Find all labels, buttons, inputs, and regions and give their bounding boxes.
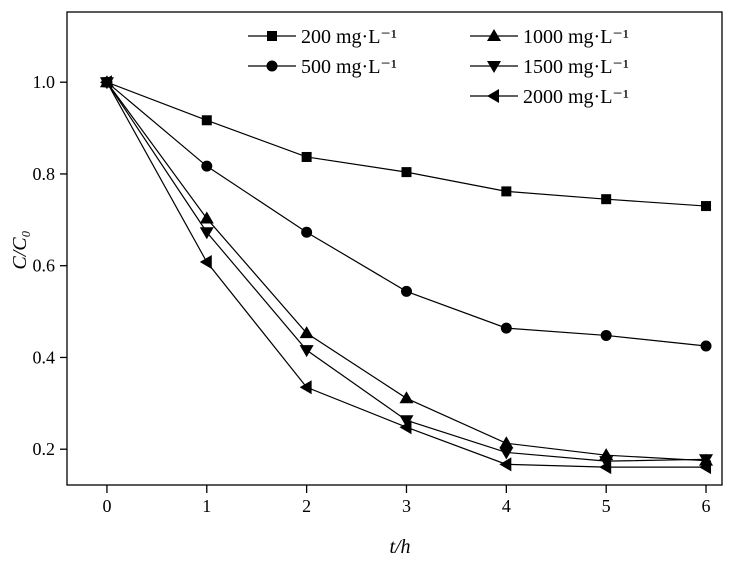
series-circle [101,76,712,352]
x-tick-label: 2 [302,496,311,516]
y-tick-label: 0.4 [33,347,56,367]
x-tick-label: 4 [502,496,511,516]
marker-triangle-left [99,75,112,90]
legend-item: 1500 mg·L⁻¹ [470,56,629,78]
marker-triangle-down [399,415,414,428]
marker-triangle-left [399,420,412,435]
legend-item: 500 mg·L⁻¹ [248,56,397,78]
marker-triangle-down [699,454,714,467]
x-tick-label: 3 [402,496,411,516]
legend-label: 2000 mg·L⁻¹ [523,86,629,108]
series-line [106,81,707,462]
legend: 200 mg·L⁻¹ 500 mg·L⁻¹ 1000 mg·L⁻¹ 1500 mg·L… [248,26,629,108]
marker-circle [301,226,313,238]
series-triangle-left [99,75,712,475]
legend-item: 2000 mg·L⁻¹ [470,86,629,108]
marker-triangle-up [499,436,514,449]
marker-triangle-left [487,89,499,103]
series-line [106,81,707,462]
y-tick-label: 0.2 [33,439,56,459]
marker-triangle-left [599,460,612,475]
marker-triangle-up [299,326,314,339]
marker-square [401,167,412,178]
x-tick-label: 6 [702,496,711,516]
series-triangle-down [99,77,714,469]
y-tick-label: 1.0 [33,72,56,92]
legend-label: 1000 mg·L⁻¹ [523,26,629,48]
marker-square [501,186,512,197]
marker-circle [700,340,712,352]
marker-triangle-down [487,61,501,73]
axes: 0 1 2 3 4 5 6 0.2 0.4 0.6 0.8 1.0 [33,11,723,516]
marker-triangle-left [299,380,312,395]
plot-frame [66,11,723,486]
marker-square [201,115,212,126]
marker-circle [266,60,278,72]
marker-triangle-down [299,345,314,358]
x-axis-label: t/h [389,536,410,558]
marker-triangle-left [499,457,512,472]
y-tick-label: 0.8 [33,164,56,184]
marker-triangle-down [199,227,214,240]
marker-square [267,31,277,41]
x-tick-label: 0 [102,496,111,516]
marker-triangle-up [199,211,214,224]
marker-triangle-left [699,460,712,475]
x-tick-label: 5 [602,496,611,516]
y-axis-label: C/C₀ [9,230,31,269]
marker-triangle-down [599,456,614,469]
marker-triangle-left [199,255,212,270]
marker-circle [600,329,612,341]
marker-square [601,194,612,205]
marker-triangle-up [399,391,414,404]
series-group [99,75,714,475]
marker-circle [201,160,213,172]
legend-label: 200 mg·L⁻¹ [301,26,397,48]
series-line [106,81,707,347]
series-line [106,81,707,468]
marker-square [701,201,712,212]
marker-triangle-up [487,29,501,41]
marker-circle [400,285,412,297]
x-tick-label: 1 [202,496,211,516]
legend-label: 1500 mg·L⁻¹ [523,56,629,78]
series-triangle-up [99,75,714,466]
marker-triangle-down [499,447,514,460]
legend-item: 200 mg·L⁻¹ [248,26,397,48]
legend-label: 500 mg·L⁻¹ [301,56,397,78]
marker-circle [500,322,512,334]
y-tick-label: 0.6 [33,256,56,276]
marker-square [301,151,312,162]
legend-item: 1000 mg·L⁻¹ [470,26,629,48]
